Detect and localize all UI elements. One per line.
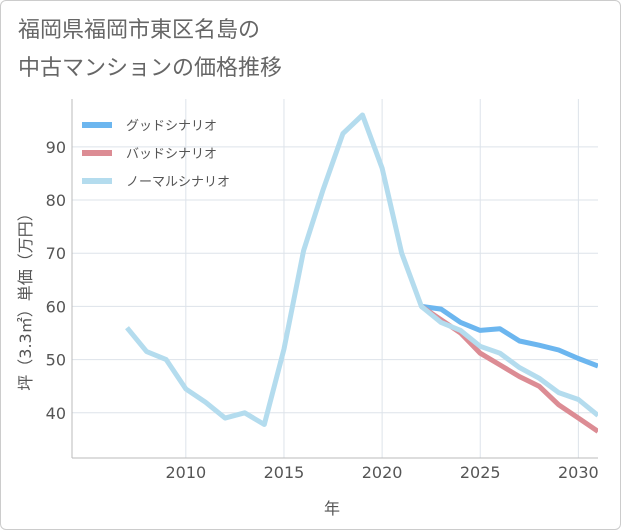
x-tick-label-2030: 2030 <box>558 463 599 482</box>
y-axis-title: 坪（3.3㎡）単価（万円） <box>16 205 35 390</box>
series-line-0 <box>421 303 598 369</box>
legend-label-1: バッドシナリオ <box>126 147 217 162</box>
series-line-2 <box>125 112 598 427</box>
y-tick-label-70: 70 <box>46 244 66 263</box>
legend-label-0: グッドシナリオ <box>126 119 217 134</box>
chart-title: 福岡県福岡市東区名島の 中古マンションの価格推移 <box>18 12 578 88</box>
legend-label-2: ノーマルシナリオ <box>126 175 230 190</box>
x-tick-labels: 2010 2015 2020 2025 2030 <box>165 463 598 482</box>
chart-title-line2: 中古マンションの価格推移 <box>18 56 283 81</box>
chart-title-line1: 福岡県福岡市東区名島の <box>18 18 261 43</box>
x-axis-title: 年 <box>324 499 340 518</box>
y-tick-label-40: 40 <box>46 404 66 423</box>
y-tick-label-90: 90 <box>46 138 66 157</box>
x-tick-label-2025: 2025 <box>460 463 501 482</box>
x-tick-label-2020: 2020 <box>362 463 403 482</box>
x-tick-label-2015: 2015 <box>264 463 305 482</box>
y-tick-label-60: 60 <box>46 297 66 316</box>
x-tick-label-2010: 2010 <box>165 463 206 482</box>
y-tick-label-80: 80 <box>46 191 66 210</box>
y-tick-label-50: 50 <box>46 351 66 370</box>
y-tick-labels: 40 50 60 70 80 90 <box>46 138 66 423</box>
series-lines <box>125 112 598 434</box>
